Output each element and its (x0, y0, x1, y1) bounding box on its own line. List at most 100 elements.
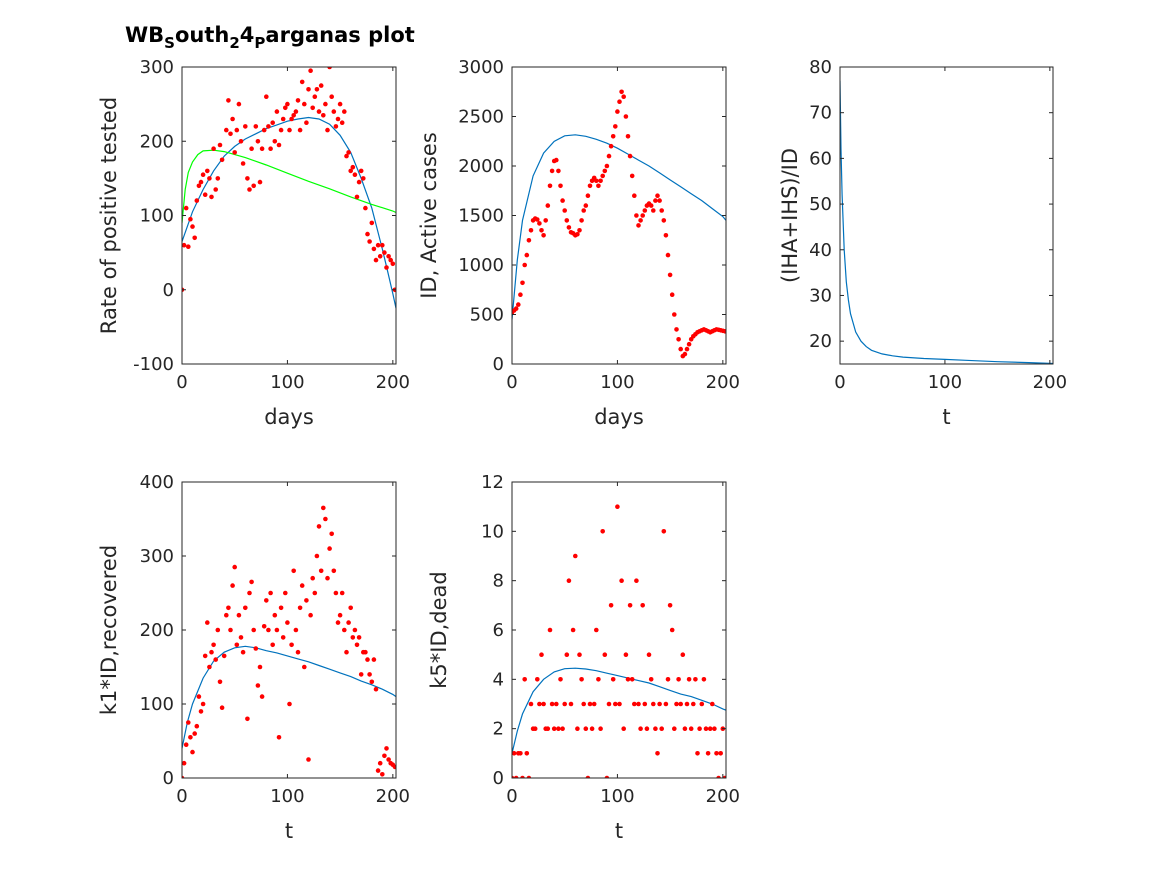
y-tick-label: -100 (133, 354, 174, 375)
y-tick-label: 200 (140, 620, 174, 641)
data-point (344, 649, 349, 655)
y-tick-label: 0 (163, 280, 174, 301)
data-point (583, 203, 589, 208)
data-point (299, 583, 305, 588)
data-point (194, 723, 200, 729)
data-point (390, 261, 396, 267)
data-point (302, 101, 307, 107)
y-tick-label: 0 (493, 768, 504, 789)
data-point (257, 664, 263, 670)
y-tick-label: 200 (140, 131, 174, 152)
data-point (245, 716, 250, 722)
data-point (325, 575, 330, 581)
data-point (272, 612, 278, 618)
data-point (532, 726, 538, 731)
data-point (289, 642, 294, 648)
data-point (335, 116, 341, 122)
data-point (268, 590, 273, 596)
data-point (585, 775, 591, 778)
data-point (568, 701, 574, 707)
data-point (213, 187, 218, 192)
data-point (644, 726, 650, 731)
data-point (373, 257, 379, 263)
data-point (545, 726, 551, 731)
data-point (604, 775, 610, 778)
data-point (221, 653, 227, 659)
y-axis-label: k1*ID,recovered (97, 545, 121, 715)
data-point (371, 246, 377, 252)
data-point (575, 726, 580, 731)
data-point (352, 627, 358, 633)
data-point (356, 179, 362, 185)
data-point (243, 124, 248, 129)
data-point (674, 701, 679, 707)
data-point (581, 701, 586, 707)
data-point (661, 529, 667, 534)
data-point (238, 635, 244, 640)
data-point (302, 664, 307, 670)
series-line-fit2 (182, 149, 396, 223)
data-point (625, 134, 631, 139)
data-point (522, 262, 527, 268)
data-point (182, 775, 185, 778)
data-point (285, 620, 290, 625)
data-point (266, 124, 271, 129)
x-tick-label: 200 (706, 372, 740, 393)
data-point (369, 679, 375, 685)
data-point (261, 127, 267, 133)
y-tick-label: 20 (809, 331, 832, 352)
data-point (356, 635, 362, 640)
data-point (230, 583, 235, 588)
data-point (350, 635, 356, 640)
y-tick-label: 4 (493, 669, 504, 690)
data-point (636, 701, 641, 707)
data-point (672, 312, 677, 317)
x-tick-label: 0 (834, 372, 845, 393)
data-point (382, 753, 387, 759)
axes-box (839, 66, 1054, 365)
data-point (587, 183, 593, 189)
data-point (678, 346, 683, 352)
data-point (570, 627, 576, 633)
data-point (310, 105, 316, 111)
data-point (642, 208, 648, 213)
data-point (577, 228, 582, 233)
y-tick-label: 100 (140, 206, 174, 227)
data-point (520, 775, 525, 778)
data-point (556, 168, 561, 174)
data-point (665, 252, 671, 258)
data-point (215, 627, 221, 633)
data-point (392, 764, 396, 770)
data-point (608, 143, 614, 149)
data-point (209, 649, 214, 655)
data-point (327, 67, 332, 70)
data-point (373, 686, 379, 692)
data-point (634, 578, 639, 583)
data-point (261, 624, 267, 629)
data-point (192, 731, 197, 736)
data-point (232, 150, 237, 155)
data-point (686, 341, 692, 347)
data-point (549, 168, 555, 174)
y-tick-label: 400 (140, 472, 174, 493)
data-point (285, 101, 290, 107)
data-point (564, 652, 570, 657)
data-point (653, 726, 658, 731)
data-point (716, 775, 721, 778)
data-point (207, 664, 212, 670)
data-point (667, 272, 673, 278)
data-point (640, 213, 645, 218)
data-point (619, 578, 624, 583)
data-point (632, 701, 637, 707)
data-point (657, 198, 662, 203)
data-point (354, 194, 360, 200)
data-point (382, 250, 387, 255)
data-point (365, 231, 370, 237)
data-point (200, 701, 206, 707)
axes-box (181, 66, 397, 365)
data-point (535, 677, 540, 682)
series-line-fit (182, 645, 396, 749)
data-point (547, 627, 553, 633)
data-point (335, 620, 341, 625)
